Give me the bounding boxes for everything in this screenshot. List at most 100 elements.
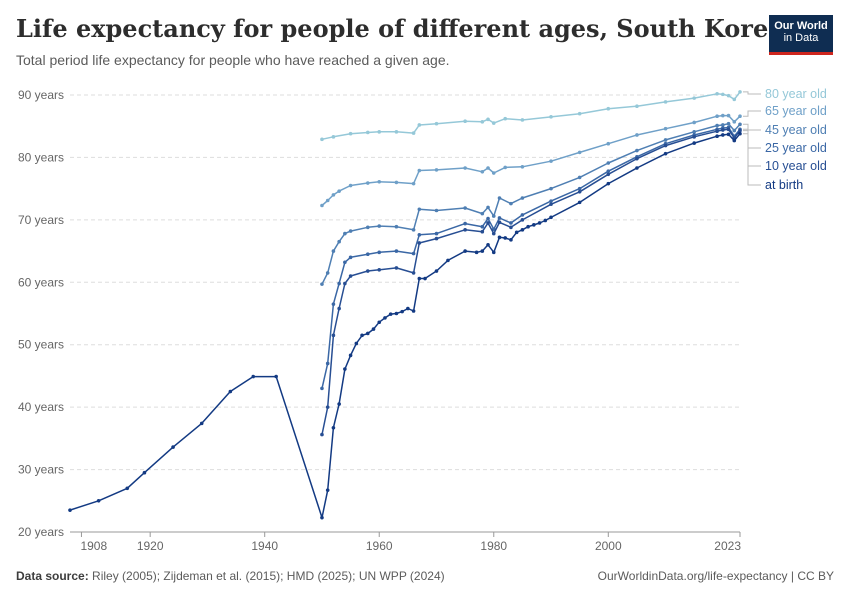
y-tick-label: 90 years bbox=[18, 88, 64, 102]
data-point bbox=[715, 91, 719, 96]
data-point bbox=[721, 123, 725, 127]
data-point bbox=[331, 249, 336, 253]
y-tick-label: 50 years bbox=[18, 338, 64, 352]
data-point bbox=[503, 116, 508, 121]
data-point bbox=[434, 121, 439, 126]
data-source: Data source: Riley (2005); Zijdeman et a… bbox=[16, 569, 445, 583]
data-point bbox=[692, 120, 696, 125]
data-point bbox=[411, 131, 416, 135]
data-point bbox=[325, 198, 330, 203]
x-tick-label: 1960 bbox=[366, 539, 393, 553]
data-point bbox=[365, 252, 370, 256]
data-point bbox=[497, 196, 502, 200]
data-point bbox=[726, 132, 731, 137]
data-point bbox=[348, 131, 353, 136]
series-line bbox=[321, 128, 741, 435]
data-point bbox=[325, 271, 330, 275]
data-point bbox=[394, 249, 399, 253]
series-45-year-old bbox=[320, 121, 742, 286]
data-point bbox=[417, 241, 422, 245]
data-point bbox=[721, 92, 725, 97]
data-point bbox=[377, 130, 382, 134]
legend-connector bbox=[743, 128, 761, 149]
data-point bbox=[320, 386, 324, 391]
data-point bbox=[721, 133, 725, 137]
data-point bbox=[635, 148, 639, 153]
legend-label: 80 year old bbox=[765, 87, 827, 101]
y-tick-label: 70 years bbox=[18, 213, 64, 227]
data-point bbox=[537, 221, 542, 225]
data-point bbox=[520, 213, 525, 217]
data-point bbox=[343, 281, 347, 286]
chart-subtitle: Total period life expectancy for people … bbox=[16, 52, 450, 68]
data-point bbox=[503, 165, 508, 170]
data-point bbox=[606, 141, 611, 146]
footer-link[interactable]: OurWorldinData.org/life-expectancy | CC … bbox=[597, 569, 834, 583]
data-point bbox=[486, 117, 490, 122]
data-point bbox=[337, 189, 341, 193]
logo-line-1: Our World bbox=[774, 20, 828, 32]
owid-logo[interactable]: Our World in Data bbox=[769, 15, 833, 55]
data-point bbox=[371, 327, 376, 331]
data-point bbox=[635, 133, 639, 137]
data-point bbox=[394, 311, 399, 316]
data-point bbox=[577, 175, 582, 180]
data-point bbox=[738, 114, 742, 119]
data-point bbox=[663, 151, 668, 156]
data-point bbox=[377, 224, 382, 228]
data-point bbox=[491, 250, 496, 255]
data-point bbox=[486, 216, 490, 221]
data-point bbox=[606, 172, 611, 177]
data-point bbox=[360, 333, 364, 338]
legend-label: at birth bbox=[765, 178, 803, 192]
logo-line-2: in Data bbox=[783, 32, 819, 44]
data-point bbox=[480, 229, 485, 234]
series-line bbox=[321, 122, 741, 285]
data-point bbox=[343, 231, 347, 236]
data-point bbox=[635, 156, 639, 161]
data-point bbox=[635, 166, 639, 170]
data-point bbox=[377, 268, 382, 272]
data-point bbox=[606, 161, 611, 165]
series-at-birth bbox=[68, 131, 742, 520]
data-point bbox=[434, 236, 439, 241]
data-point bbox=[400, 309, 404, 314]
series-line bbox=[321, 114, 741, 207]
data-point bbox=[549, 159, 553, 163]
data-point bbox=[325, 361, 330, 366]
data-point bbox=[320, 137, 324, 142]
data-point bbox=[434, 269, 439, 273]
data-point bbox=[738, 122, 742, 127]
data-point bbox=[394, 180, 399, 185]
data-point bbox=[532, 223, 536, 227]
legend-connector bbox=[743, 123, 761, 131]
data-point bbox=[509, 201, 513, 206]
data-point bbox=[491, 227, 496, 232]
data-point bbox=[331, 135, 336, 139]
x-tick-label: 2023 bbox=[714, 539, 741, 553]
data-point bbox=[394, 224, 399, 229]
data-point bbox=[606, 106, 611, 111]
data-point bbox=[417, 276, 422, 281]
data-point bbox=[491, 231, 496, 236]
data-point bbox=[715, 129, 719, 134]
data-point bbox=[491, 214, 496, 218]
data-point bbox=[663, 100, 668, 104]
data-point bbox=[411, 228, 416, 232]
data-point bbox=[343, 367, 347, 371]
y-tick-label: 80 years bbox=[18, 150, 64, 164]
data-point bbox=[715, 123, 719, 128]
data-point bbox=[348, 274, 353, 278]
series-80-year-old bbox=[320, 90, 742, 142]
data-point bbox=[325, 488, 330, 492]
data-point bbox=[365, 181, 370, 185]
data-point bbox=[726, 113, 731, 118]
data-point bbox=[509, 225, 513, 230]
data-point bbox=[434, 168, 439, 172]
data-point bbox=[411, 181, 416, 186]
data-point bbox=[337, 239, 341, 244]
data-point bbox=[337, 402, 341, 406]
series-10-year-old bbox=[320, 127, 742, 437]
data-point bbox=[520, 228, 525, 232]
